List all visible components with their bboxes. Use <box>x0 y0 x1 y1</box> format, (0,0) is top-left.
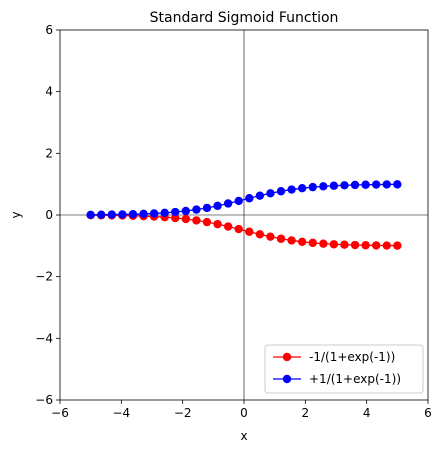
legend-marker-2 <box>282 374 292 384</box>
x-tick-label: −2 <box>174 406 192 420</box>
series-2-point <box>234 196 243 206</box>
series-1-point <box>255 230 265 239</box>
series-2-point <box>266 189 275 198</box>
series-1-point <box>171 213 180 223</box>
series-1-point <box>329 240 339 249</box>
series-2-point <box>371 180 381 189</box>
x-tick-label: 6 <box>424 406 432 420</box>
series-2-point <box>213 201 222 211</box>
series-2-point <box>192 205 201 214</box>
legend-marker-1 <box>282 352 292 362</box>
x-axis-label: x <box>240 429 247 443</box>
series-2-point <box>171 207 180 217</box>
series-2-point <box>139 209 148 219</box>
y-tick-label: 4 <box>45 85 53 99</box>
series-1-point <box>266 232 275 241</box>
series-1-point <box>382 241 391 250</box>
series-2-point <box>393 180 402 189</box>
series-1-point <box>181 214 191 224</box>
series-1-point <box>287 236 296 245</box>
series-2-point <box>223 199 233 208</box>
series-2-point <box>128 210 138 219</box>
series-2-point <box>319 182 328 191</box>
series-2-point <box>86 210 95 219</box>
y-tick-label: −4 <box>35 331 53 345</box>
legend-label-2: +1/(1+exp(-1)) <box>309 372 401 386</box>
legend-box <box>264 344 424 394</box>
x-tick-label: 4 <box>363 406 371 420</box>
series-2-point <box>202 203 212 213</box>
series-2-point <box>160 208 169 218</box>
series-2-point <box>276 187 286 196</box>
series-1-point <box>202 217 212 227</box>
series-1-point <box>276 234 286 243</box>
series-2-point <box>97 210 106 219</box>
series-1-point <box>361 241 370 250</box>
y-tick-label: 6 <box>45 23 53 37</box>
series-1-point <box>213 219 222 229</box>
series-1-point <box>223 222 233 231</box>
series-1-point <box>340 240 349 249</box>
series-2-point <box>255 191 265 200</box>
y-tick-label: 2 <box>45 146 53 160</box>
x-tick-label: −6 <box>51 406 69 420</box>
series-2-point <box>361 180 370 189</box>
series-1-point <box>192 216 201 225</box>
series-2-point <box>297 183 307 193</box>
series-1-point <box>393 241 402 250</box>
x-tick-label: 2 <box>302 406 310 420</box>
series-1-point <box>297 237 307 247</box>
series-2-point <box>350 180 360 190</box>
y-tick-label: 0 <box>45 208 53 222</box>
legend: -1/(1+exp(-1)) +1/(1+exp(-1)) <box>264 344 424 394</box>
series-2-point <box>340 181 349 190</box>
x-tick-label: 0 <box>240 406 248 420</box>
series-1-point <box>308 238 317 248</box>
series-2-point <box>287 185 296 194</box>
series-2-point <box>329 181 339 190</box>
series-1-point <box>350 240 360 250</box>
x-tick-label: −4 <box>112 406 130 420</box>
y-tick-label: −2 <box>35 270 53 284</box>
series-2-point <box>107 210 117 219</box>
legend-label-1: -1/(1+exp(-1)) <box>309 350 395 364</box>
y-axis-label: y <box>9 211 23 218</box>
series-1-point <box>319 239 328 248</box>
series-1-point <box>371 241 381 250</box>
series-1-point <box>234 224 243 234</box>
series-2-point <box>308 182 317 192</box>
series-2-point <box>149 209 159 218</box>
series-2-point <box>382 180 391 189</box>
series-2-point <box>181 206 191 216</box>
series-2-point <box>118 210 127 219</box>
y-tick-label: −6 <box>35 393 53 407</box>
chart-title: Standard Sigmoid Function <box>150 10 339 26</box>
series-2-point <box>245 194 254 203</box>
series-1-point <box>245 227 254 236</box>
series-2 <box>86 180 402 219</box>
